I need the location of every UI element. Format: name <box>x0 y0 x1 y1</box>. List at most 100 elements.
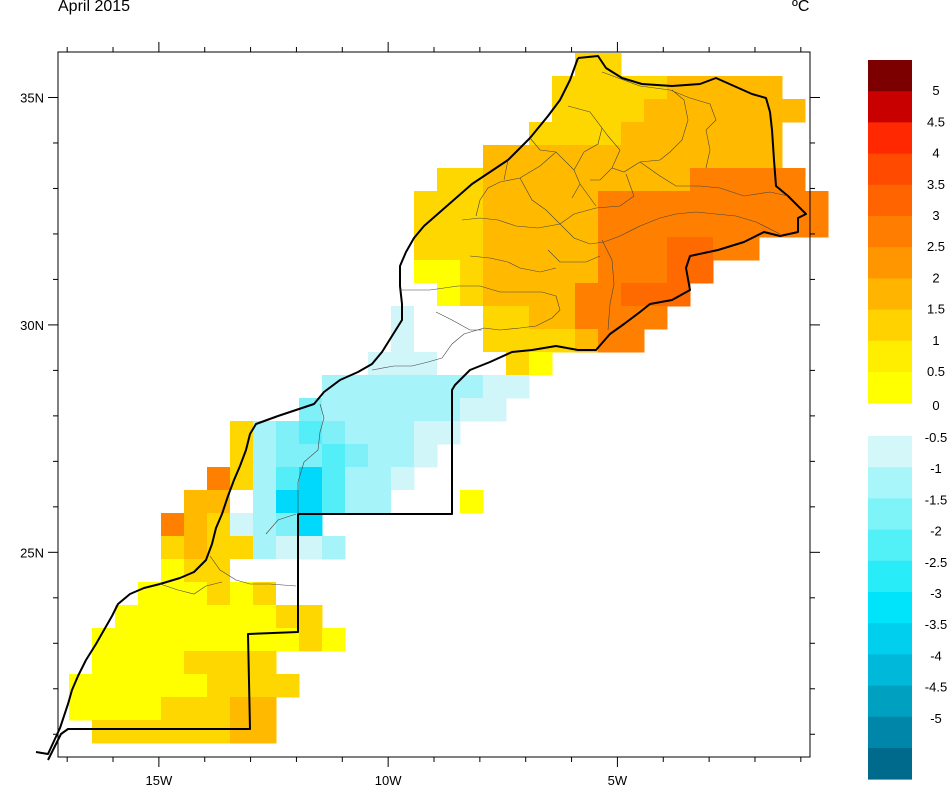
grid-cell <box>230 513 254 537</box>
grid-cell <box>759 76 783 100</box>
grid-cell <box>414 444 438 468</box>
grid-cell <box>690 191 714 215</box>
grid-cell <box>414 237 438 261</box>
grid-cell <box>575 76 599 100</box>
colorbar-zero-label: 0 <box>932 398 939 413</box>
colorbar-label: 3.5 <box>927 177 945 192</box>
colorbar-swatch <box>868 623 912 655</box>
grid-cell <box>506 283 530 307</box>
grid-cell <box>621 99 645 123</box>
grid-cell <box>345 467 369 491</box>
grid-cell <box>322 582 346 606</box>
grid-cell <box>253 536 277 560</box>
grid-cell <box>161 674 185 698</box>
colorbar-swatch <box>868 122 912 154</box>
grid-cell <box>253 651 277 675</box>
grid-cell <box>690 145 714 169</box>
colorbar-swatch <box>868 91 912 123</box>
grid-cell <box>368 444 392 468</box>
x-axis-label: 15W <box>146 773 173 788</box>
grid-cell <box>460 168 484 192</box>
grid-cell <box>483 398 507 422</box>
grid-cell <box>713 191 737 215</box>
grid-cell <box>345 398 369 422</box>
grid-cell <box>414 490 438 514</box>
grid-cell <box>138 605 162 629</box>
grid-cell <box>437 237 461 261</box>
grid-cell <box>276 467 300 491</box>
grid-cell <box>483 375 507 399</box>
grid-cell <box>161 628 185 652</box>
grid-cell <box>598 191 622 215</box>
colorbar-label: 4 <box>932 146 939 161</box>
grid-cell <box>667 283 691 307</box>
colorbar-label: 1 <box>932 333 939 348</box>
grid-cell <box>299 536 323 560</box>
grid-cell <box>736 191 760 215</box>
grid-cell <box>552 237 576 261</box>
grid-cell <box>253 605 277 629</box>
grid-cell <box>115 674 139 698</box>
grid-cell <box>322 421 346 445</box>
grid-cell <box>575 191 599 215</box>
grid-cell <box>184 536 208 560</box>
grid-cell <box>437 490 461 514</box>
colorbar-swatch <box>868 153 912 186</box>
grid-cell <box>552 122 576 146</box>
colorbar-swatch <box>868 247 912 279</box>
country-borders <box>35 55 807 761</box>
grid-cell <box>299 444 323 468</box>
grid-cell <box>437 306 461 330</box>
colorbar-swatch <box>868 60 912 92</box>
grid-cell <box>368 490 392 514</box>
grid-cell <box>667 237 691 261</box>
grid-cell <box>575 329 599 353</box>
grid-cell <box>253 628 277 652</box>
grid-cell <box>391 352 415 376</box>
grid-cell <box>345 490 369 514</box>
grid-cell <box>667 145 691 169</box>
grid-cell <box>437 352 461 376</box>
grid-cell <box>253 421 277 445</box>
grid-cell <box>483 306 507 330</box>
colorbar-swatch <box>868 654 912 686</box>
x-axis-label: 10W <box>375 773 402 788</box>
grid-cell <box>253 582 277 606</box>
grid-cell <box>230 605 254 629</box>
grid-cell <box>690 99 714 123</box>
colorbar-label: -3.5 <box>925 617 947 632</box>
grid-cell <box>483 214 507 238</box>
grid-cell <box>92 697 116 721</box>
colorbar-label: -4 <box>930 648 942 663</box>
grid-cell <box>506 168 530 192</box>
grid-cell <box>667 260 691 284</box>
grid-cell <box>299 605 323 629</box>
colorbar-label: -0.5 <box>925 430 947 445</box>
grid-cell <box>598 99 622 123</box>
grid-cell <box>391 421 415 445</box>
grid-cell <box>230 720 254 744</box>
grid-cell <box>782 214 806 238</box>
colorbar-label: -5 <box>930 711 942 726</box>
grid-cell <box>437 283 461 307</box>
grid-cell <box>506 237 530 261</box>
western-coastline <box>35 57 579 755</box>
grid-cell <box>207 674 231 698</box>
grid-cell <box>230 582 254 606</box>
grid-cell <box>299 582 323 606</box>
grid-cell <box>207 720 231 744</box>
grid-cell <box>322 536 346 560</box>
grid-cell <box>713 145 737 169</box>
grid-cell <box>644 260 668 284</box>
grid-cell <box>506 329 530 353</box>
grid-cell <box>598 260 622 284</box>
grid-cell <box>736 168 760 192</box>
grid-cell <box>483 260 507 284</box>
grid-cell <box>598 76 622 100</box>
grid-cell <box>667 122 691 146</box>
colorbar-swatch <box>868 716 912 749</box>
grid-cell <box>575 306 599 330</box>
grid-cell <box>115 720 139 744</box>
grid-cell <box>414 398 438 422</box>
grid-cell <box>460 283 484 307</box>
